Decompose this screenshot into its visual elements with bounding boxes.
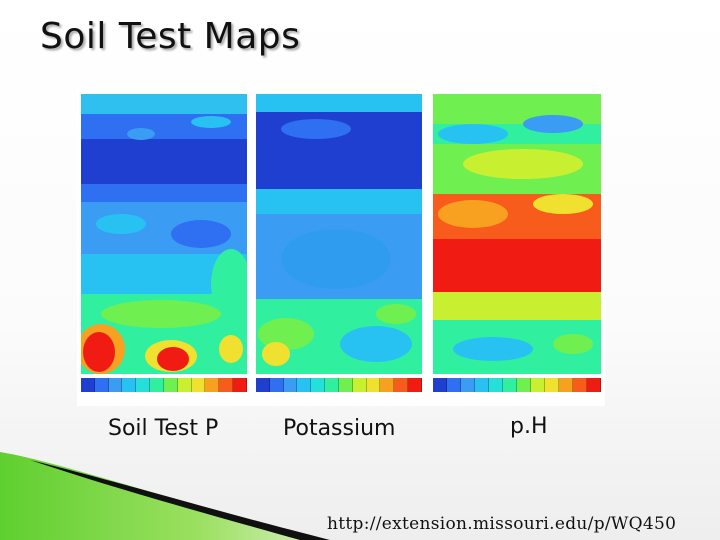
scale-swatch xyxy=(108,378,123,392)
scale-swatch xyxy=(283,378,298,392)
potassium-label: Potassium xyxy=(283,416,396,441)
scale-swatch xyxy=(408,378,422,392)
soil-maps-figure xyxy=(77,84,605,406)
scale-swatch xyxy=(122,378,137,392)
source-link[interactable]: http://extension.missouri.edu/p/WQ450 xyxy=(327,514,677,534)
scale-swatch xyxy=(311,378,326,392)
scale-swatch xyxy=(531,378,545,392)
scale-swatch xyxy=(559,378,573,392)
ph-heatmap xyxy=(433,94,601,374)
soil-test-p-label: Soil Test P xyxy=(108,416,219,441)
scale-swatch xyxy=(297,378,312,392)
scale-swatch xyxy=(380,378,395,392)
scale-swatch xyxy=(325,378,339,392)
scale-swatch xyxy=(256,378,270,392)
scale-swatch xyxy=(503,378,517,392)
scale-swatch xyxy=(150,378,164,392)
scale-swatch xyxy=(573,378,587,392)
slide-title: Soil Test Maps xyxy=(40,16,301,57)
ph-map xyxy=(433,94,601,374)
scale-swatch xyxy=(191,378,206,392)
soil-test-p-color-scale xyxy=(81,378,247,392)
scale-swatch xyxy=(81,378,95,392)
scale-swatch xyxy=(366,378,381,392)
potassium-heatmap xyxy=(256,94,422,374)
scale-swatch xyxy=(205,378,220,392)
potassium-map xyxy=(256,94,422,374)
scale-swatch xyxy=(233,378,247,392)
scale-swatch xyxy=(219,378,234,392)
scale-swatch xyxy=(352,378,367,392)
scale-swatch xyxy=(545,378,559,392)
scale-swatch xyxy=(447,378,461,392)
scale-swatch xyxy=(163,378,178,392)
ph-label: p.H xyxy=(510,414,548,439)
soil-test-p-heatmap xyxy=(81,94,247,374)
scale-swatch xyxy=(177,378,192,392)
decorative-swoosh xyxy=(0,452,330,540)
scale-swatch xyxy=(338,378,353,392)
scale-swatch xyxy=(587,378,601,392)
scale-swatch xyxy=(461,378,475,392)
scale-swatch xyxy=(269,378,284,392)
potassium-color-scale xyxy=(256,378,422,392)
scale-swatch xyxy=(475,378,489,392)
scale-swatch xyxy=(94,378,109,392)
soil-test-p-map xyxy=(81,94,247,374)
scale-swatch xyxy=(489,378,503,392)
scale-swatch xyxy=(136,378,151,392)
scale-swatch xyxy=(517,378,531,392)
scale-swatch xyxy=(433,378,447,392)
ph-color-scale xyxy=(433,378,601,392)
scale-swatch xyxy=(394,378,409,392)
